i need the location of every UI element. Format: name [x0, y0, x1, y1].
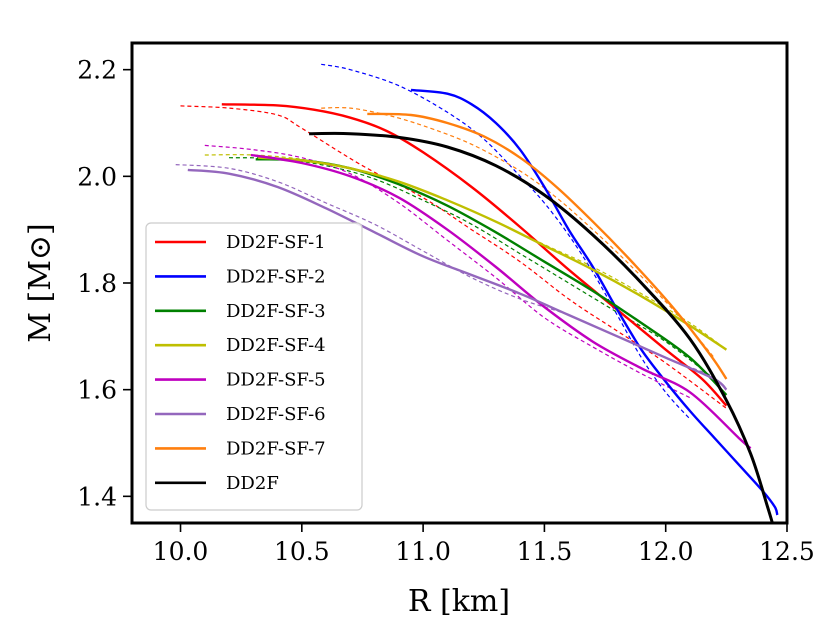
series-dd2f-sf-7-dashed-line [321, 106, 715, 359]
legend-label-dd2f-sf-5: DD2F-SF-5 [226, 370, 326, 391]
x-tick-label: 11.0 [395, 537, 451, 566]
series-dd2f-sf-5-solid-line [250, 153, 752, 450]
y-tick-label: 1.6 [77, 376, 117, 405]
legend-label-dd2f-sf-7: DD2F-SF-7 [226, 438, 326, 459]
legend-label-dd2f-sf-4: DD2F-SF-4 [226, 335, 326, 356]
y-axis-label: M [M⊙] [23, 223, 58, 343]
series-dd2f-sf-6-solid-line [187, 168, 728, 391]
axis-ticks: 10.0 10.5 11.0 11.5 12.0 12.5 1.4 1.6 1.8 2.0 2.2 [77, 56, 815, 566]
y-tick-label: 2.0 [77, 162, 117, 191]
legend-label-dd2f-sf-6: DD2F-SF-6 [226, 404, 326, 425]
series-dd2f-sf-6-dashed-line [175, 164, 715, 377]
series-dd2f-sf-1-solid-line [221, 103, 728, 407]
legend: DD2F-SF-1 DD2F-SF-2 DD2F-SF-3 DD2F-SF-4 DD2F… [145, 222, 363, 511]
series-dd2f-sf-2-dashed-line [321, 63, 691, 420]
curve-layer [175, 63, 779, 523]
series-dd2f-sf-5-dashed-line [204, 144, 691, 399]
legend-label-dd2f: DD2F [226, 473, 279, 494]
legend-label-dd2f-sf-1: DD2F-SF-1 [226, 232, 326, 253]
legend-box [145, 222, 363, 511]
y-tick-label: 2.2 [77, 56, 117, 85]
series-dd2f-sf-2-solid-line [410, 88, 779, 516]
x-tick-label: 10.0 [153, 537, 209, 566]
y-tick-label: 1.8 [77, 269, 117, 298]
series-dd2f-sf-7-solid-line [367, 112, 728, 380]
x-tick-label: 12.0 [638, 537, 694, 566]
series-dd2f-solid-line [309, 131, 774, 523]
x-tick-label: 11.5 [517, 537, 573, 566]
x-tick-label: 10.5 [274, 537, 330, 566]
legend-label-dd2f-sf-2: DD2F-SF-2 [226, 266, 326, 287]
y-tick-label: 1.4 [77, 482, 117, 511]
series-dd2f-sf-4-solid-line [258, 156, 728, 351]
x-tick-label: 12.5 [759, 537, 815, 566]
x-axis-label: R [km] [408, 584, 510, 619]
legend-label-dd2f-sf-3: DD2F-SF-3 [226, 301, 326, 322]
